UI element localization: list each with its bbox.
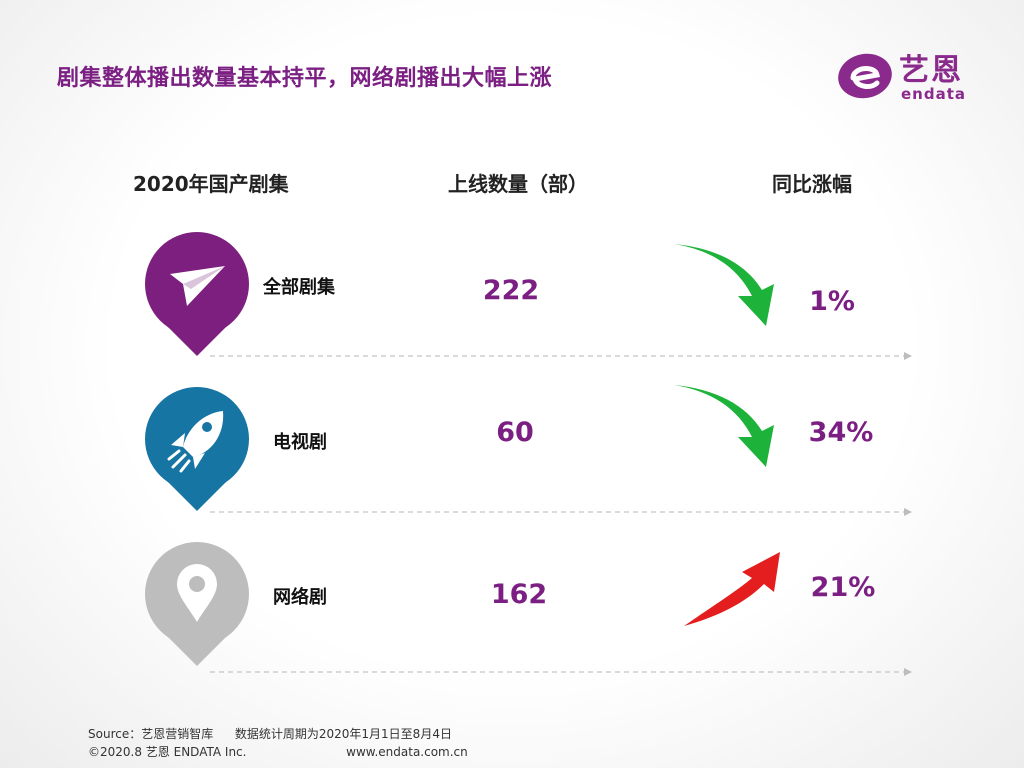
count-value: 60 (496, 417, 534, 448)
header-category: 2020年国产剧集 (133, 172, 289, 196)
brand-logo: 艺恩 endata (833, 45, 993, 105)
count-value: 222 (483, 275, 539, 306)
rocket-icon (167, 411, 224, 473)
row-divider (210, 352, 912, 360)
paper-plane-icon (170, 266, 225, 306)
trend-down-arrow-icon (674, 244, 774, 326)
trend-up-arrow-icon (684, 552, 780, 626)
row-divider (210, 508, 912, 516)
table-row: 网络剧 162 21% (145, 542, 912, 676)
footer-line-1: Source：艺恩营销智库 数据统计周期为2020年1月1日至8月4日 (88, 725, 452, 742)
category-label: 网络剧 (273, 586, 327, 608)
location-pin-icon (177, 564, 217, 622)
row-divider (210, 668, 912, 676)
footer-source: Source：艺恩营销智库 (88, 727, 214, 741)
page-title: 剧集整体播出数量基本持平，网络剧播出大幅上涨 (57, 66, 553, 91)
footer-line-2: ©2020.8 艺恩 ENDATA Inc. www.endata.com.cn (88, 743, 468, 760)
logo-chinese: 艺恩 (899, 53, 963, 88)
footer-copyright: ©2020.8 艺恩 ENDATA Inc. (88, 745, 247, 759)
category-label: 电视剧 (273, 431, 327, 453)
table-row: 全部剧集 222 1% (145, 232, 912, 360)
change-value: 34% (809, 417, 874, 448)
category-label: 全部剧集 (262, 276, 336, 298)
count-value: 162 (491, 579, 547, 610)
endata-e-logo-icon (838, 53, 892, 99)
header-change: 同比涨幅 (772, 172, 852, 196)
footer-website: www.endata.com.cn (346, 745, 468, 759)
header-count: 上线数量（部） (448, 172, 588, 196)
logo-english: endata (901, 85, 967, 103)
change-value: 21% (811, 572, 876, 603)
change-value: 1% (809, 286, 855, 317)
footer-period: 数据统计周期为2020年1月1日至8月4日 (234, 727, 452, 741)
table-row: 电视剧 60 34% (145, 385, 912, 516)
trend-down-arrow-icon (674, 385, 774, 467)
